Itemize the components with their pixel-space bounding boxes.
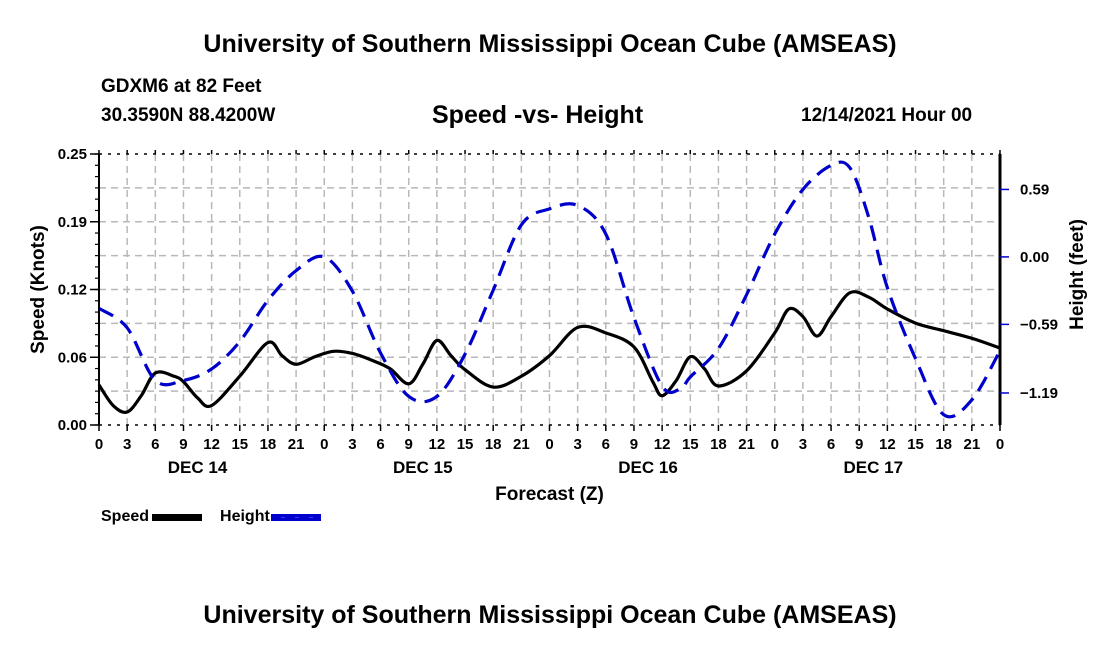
x-tick-label: 18 (260, 436, 277, 453)
x-tick-label: 15 (231, 436, 248, 453)
y2-tick-label: 0.59 (1020, 181, 1049, 198)
x-tick-label: 0 (996, 436, 1004, 453)
x-tick-label: 15 (682, 436, 699, 453)
axis-labels: 0 3 6 9 12 15 18 21 0 3 6 9 12 15 18 21 0 3 6 9 12 15 18 21 0 3 6 9… (28, 146, 1088, 505)
x-tick-label: 0 (545, 436, 553, 453)
station-label: GDXM6 at 82 Feet (101, 76, 262, 97)
x-tick-label: 9 (405, 436, 413, 453)
y-tick-label: 0.25 (58, 146, 87, 163)
x-tick-label: 6 (827, 436, 835, 453)
forecast-datetime: 12/14/2021 Hour 00 (801, 105, 973, 126)
legend-label-speed: Speed (101, 508, 150, 525)
axes (90, 150, 1009, 431)
y-tick-label: 0.19 (58, 214, 87, 231)
day-label: DEC 17 (844, 458, 904, 477)
x-tick-label: 3 (573, 436, 581, 453)
x-tick-label: 0 (771, 436, 779, 453)
legend-label-height: Height (220, 508, 270, 525)
y2-axis-title: Height (feet) (1067, 219, 1088, 330)
x-tick-label: 18 (485, 436, 502, 453)
x-tick-label: 15 (907, 436, 924, 453)
legend-swatch-speed (152, 513, 203, 521)
x-axis-title: Forecast (Z) (495, 484, 604, 505)
x-tick-label: 0 (95, 436, 103, 453)
x-tick-label: 18 (935, 436, 952, 453)
x-tick-label: 21 (513, 436, 530, 453)
y2-tick-label: −1.19 (1020, 385, 1058, 402)
series-line-speed (97, 290, 1001, 414)
x-tick-label: 12 (429, 436, 446, 453)
x-tick-label: 6 (602, 436, 610, 453)
x-tick-label: 9 (630, 436, 638, 453)
x-tick-label: 9 (855, 436, 863, 453)
series-layer (97, 160, 1002, 419)
day-label: DEC 14 (168, 458, 228, 477)
x-tick-label: 6 (376, 436, 384, 453)
x-tick-label: 9 (179, 436, 187, 453)
x-tick-label: 0 (320, 436, 328, 453)
y-tick-label: 0.12 (58, 282, 87, 299)
day-label: DEC 16 (618, 458, 678, 477)
x-tick-label: 21 (964, 436, 981, 453)
footer-title: University of Southern Mississippi Ocean… (203, 601, 897, 629)
y2-tick-label: 0.00 (1020, 249, 1049, 266)
y-axis-title: Speed (Knots) (28, 225, 49, 354)
legend-swatch-height (270, 513, 321, 521)
x-tick-label: 15 (457, 436, 474, 453)
y-tick-label: 0.06 (58, 349, 87, 366)
x-tick-label: 3 (348, 436, 356, 453)
x-tick-label: 21 (288, 436, 305, 453)
x-tick-label: 3 (799, 436, 807, 453)
x-tick-label: 12 (654, 436, 671, 453)
coordinates-label: 30.3590N 88.4200W (101, 105, 276, 126)
x-tick-label: 18 (710, 436, 727, 453)
series-line-height (98, 160, 1002, 419)
x-tick-label: 6 (151, 436, 159, 453)
x-tick-label: 12 (203, 436, 220, 453)
x-tick-label: 3 (123, 436, 131, 453)
y-tick-label: 0.00 (58, 417, 87, 434)
x-tick-label: 21 (738, 436, 755, 453)
chart-title: Speed -vs- Height (432, 101, 644, 129)
main-title: University of Southern Mississippi Ocean… (203, 30, 897, 58)
x-tick-label: 12 (879, 436, 896, 453)
legend: Speed Height (101, 508, 339, 526)
day-label: DEC 15 (393, 458, 453, 477)
legend-item-speed: Speed (101, 508, 203, 526)
legend-item-height: Height (220, 508, 321, 526)
y2-tick-label: −0.59 (1020, 316, 1058, 333)
